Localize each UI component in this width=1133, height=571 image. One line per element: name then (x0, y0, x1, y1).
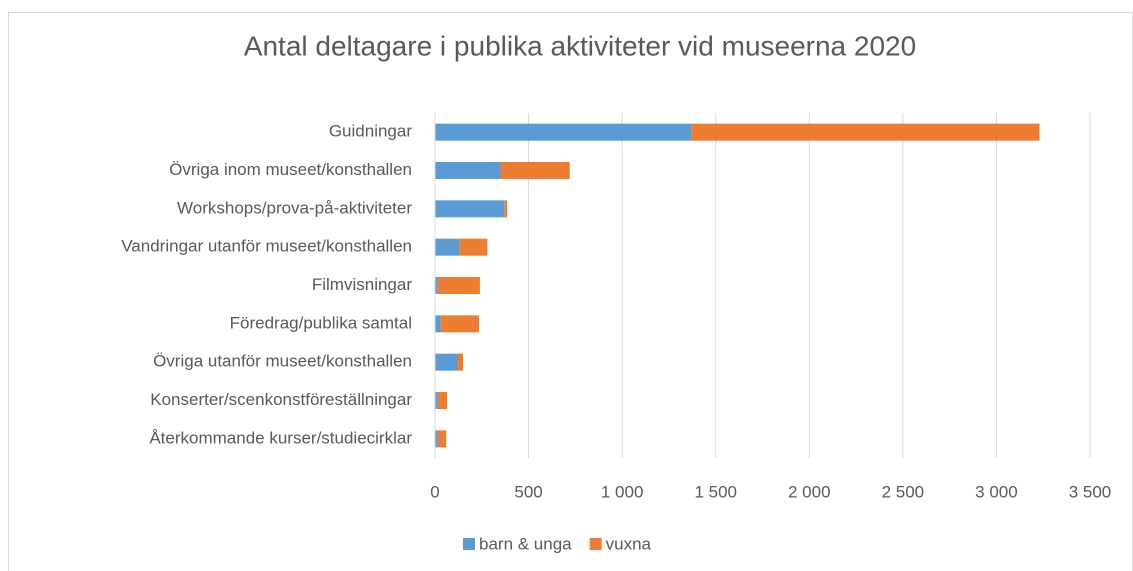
bar-segment (435, 353, 458, 371)
y-tick-label: Guidningar (329, 122, 413, 141)
bar-segment (691, 123, 1040, 141)
x-tick-label: 0 (430, 482, 439, 501)
bar-segment (435, 238, 460, 256)
bar-segment (435, 162, 501, 179)
legend-label: barn & unga (479, 534, 572, 553)
y-tick-label: Vandringar utanför museet/konsthallen (121, 237, 412, 256)
bar-segment (459, 238, 488, 256)
bar-segment (440, 315, 479, 333)
bar-segment (435, 315, 441, 333)
y-tick-label: Övriga utanför museet/konsthallen (153, 352, 412, 371)
bar-segment (500, 162, 570, 179)
y-tick-label: Föredrag/publika samtal (230, 313, 412, 332)
bar-segment (435, 200, 505, 218)
bar-segment (457, 353, 464, 371)
y-tick-label: Konserter/scenkonstföreställningar (150, 390, 412, 409)
bar-segment (435, 277, 438, 294)
x-tick-label: 3 000 (975, 482, 1018, 501)
x-tick-label: 3 500 (1069, 482, 1112, 501)
bar-segment (435, 430, 438, 448)
y-tick-label: Workshops/prova-på-aktiviteter (177, 198, 412, 217)
bar-segment (504, 200, 508, 218)
bar-segment (435, 123, 692, 141)
x-tick-label: 1 500 (694, 482, 737, 501)
x-tick-label: 500 (514, 482, 542, 501)
legend-label: vuxna (606, 534, 652, 553)
bar-segment (437, 277, 480, 294)
y-tick-label: Återkommande kurser/studiecirklar (149, 428, 412, 447)
y-tick-label: Filmvisningar (312, 275, 412, 294)
legend-swatch (463, 538, 475, 550)
legend-swatch (589, 538, 602, 550)
bar-segment (437, 392, 448, 409)
x-tick-label: 2 500 (882, 482, 925, 501)
x-tick-label: 2 000 (788, 482, 831, 501)
y-tick-label: Övriga inom museet/konsthallen (169, 160, 412, 179)
chart-frame (8, 12, 1133, 571)
bar-segment (437, 430, 447, 448)
bar-segment (435, 392, 438, 409)
chart-title: Antal deltagare i publika aktiviteter vi… (244, 30, 916, 61)
x-tick-label: 1 000 (601, 482, 644, 501)
